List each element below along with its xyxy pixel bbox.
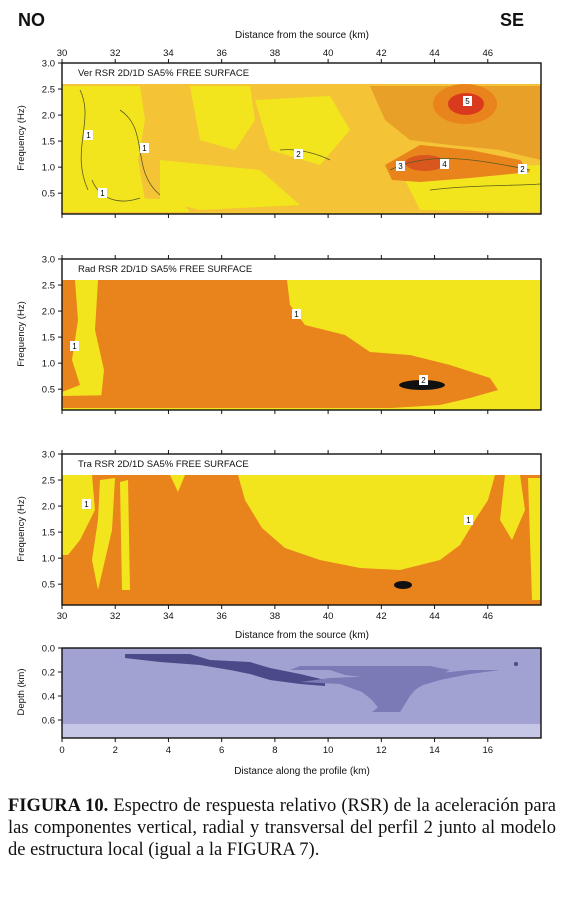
x-tick-label: 36 — [216, 48, 227, 59]
x-tick-label: 40 — [323, 48, 334, 59]
panel-vertical-ylabel: Frequency (Hz) — [16, 105, 27, 170]
contour-label: 3 — [396, 161, 405, 171]
caption-text: Espectro de respuesta relativo (RSR) de … — [8, 796, 556, 860]
x-tick-label: 38 — [270, 611, 281, 622]
x-tick-label: 36 — [216, 611, 227, 622]
svg-text:1: 1 — [100, 189, 105, 198]
y-tick-label: 1.5 — [42, 137, 55, 148]
y-tick-label: 0.5 — [42, 385, 55, 396]
x-tick-label: 34 — [163, 48, 174, 59]
svg-text:1: 1 — [466, 516, 471, 525]
x-tick-label: 4 — [166, 745, 171, 756]
svg-text:1: 1 — [72, 342, 77, 351]
x-tick-label: 32 — [110, 48, 121, 59]
y-tick-label: 3.0 — [42, 59, 55, 70]
contour-label: 1 — [98, 188, 107, 198]
x-tick-label: 44 — [429, 48, 440, 59]
svg-text:1: 1 — [86, 131, 91, 140]
x-tick-label: 16 — [482, 745, 493, 756]
svg-text:2: 2 — [421, 376, 426, 385]
y-tick-label: 0.5 — [42, 580, 55, 591]
contour-label: 1 — [140, 143, 149, 153]
panel-radial-contour-labels: 1 1 2 — [70, 309, 428, 385]
y-tick-label: 0.6 — [42, 716, 55, 727]
x-tick-label: 42 — [376, 611, 387, 622]
y-tick-label: 2.0 — [42, 111, 55, 122]
y-tick-label: 0.0 — [42, 644, 55, 655]
x-tick-label: 2 — [113, 745, 118, 756]
svg-text:1: 1 — [84, 500, 89, 509]
x-tick-label: 46 — [482, 611, 493, 622]
panel-transversal: Tra RSR 2D/1D SA5% FREE SURFACE Frequenc… — [16, 450, 542, 641]
x-tick-label: 30 — [57, 48, 68, 59]
panel-radial-title: Rad RSR 2D/1D SA5% FREE SURFACE — [78, 264, 252, 275]
figure-10: NO SE Distance from the source (km) — [16, 10, 542, 777]
x-tick-label: 44 — [429, 611, 440, 622]
y-tick-label: 2.0 — [42, 502, 55, 513]
y-tick-label: 1.5 — [42, 528, 55, 539]
svg-text:2: 2 — [296, 150, 301, 159]
y-tick-label: 2.0 — [42, 307, 55, 318]
x-tick-label: 42 — [376, 48, 387, 59]
svg-text:3: 3 — [398, 162, 403, 171]
contour-label: 1 — [84, 130, 93, 140]
top-axis-title: Distance from the source (km) — [235, 30, 369, 41]
y-tick-label: 1.0 — [42, 359, 55, 370]
y-tick-label: 2.5 — [42, 85, 55, 96]
contour-label: 1 — [70, 341, 79, 351]
panel-transversal-contour-labels: 1 1 — [82, 499, 473, 525]
panel-depth-model: Depth (km) Distance along the profile (k… — [16, 644, 542, 777]
contour-label: 5 — [463, 96, 472, 106]
y-tick-label: 3.0 — [42, 255, 55, 266]
contour-label: 1 — [464, 515, 473, 525]
x-tick-label: 34 — [163, 611, 174, 622]
svg-text:2: 2 — [520, 165, 525, 174]
y-tick-label: 0.5 — [42, 189, 55, 200]
x-tick-label: 12 — [376, 745, 387, 756]
contour-label: 2 — [294, 149, 303, 159]
y-tick-label: 0.4 — [42, 692, 55, 703]
panel-vertical: Ver RSR 2D/1D SA5% FREE SURFACE Frequenc… — [16, 48, 542, 218]
contour-label: 1 — [292, 309, 301, 319]
x-tick-label: 10 — [323, 745, 334, 756]
y-tick-label: 2.5 — [42, 281, 55, 292]
panel-vertical-contour-labels: 1 1 1 2 3 4 5 2 — [84, 96, 527, 198]
y-tick-label: 1.0 — [42, 554, 55, 565]
panel-radial: Rad RSR 2D/1D SA5% FREE SURFACE Frequenc… — [16, 255, 542, 414]
header-left-label: NO — [18, 10, 45, 30]
y-tick-label: 1.0 — [42, 163, 55, 174]
x-tick-label: 32 — [110, 611, 121, 622]
figure-caption: FIGURA 10. Espectro de respuesta relativ… — [8, 795, 556, 861]
depth-xlabel: Distance along the profile (km) — [234, 766, 370, 777]
panel-radial-ylabel: Frequency (Hz) — [16, 301, 27, 366]
svg-text:4: 4 — [442, 160, 447, 169]
x-tick-label: 14 — [429, 745, 440, 756]
panel-transversal-title: Tra RSR 2D/1D SA5% FREE SURFACE — [78, 459, 249, 470]
y-tick-label: 3.0 — [42, 450, 55, 461]
y-tick-label: 0.2 — [42, 668, 55, 679]
x-tick-label: 40 — [323, 611, 334, 622]
header-right-label: SE — [500, 10, 524, 30]
panel-transversal-ylabel: Frequency (Hz) — [16, 496, 27, 561]
contour-label: 4 — [440, 159, 449, 169]
y-tick-label: 2.5 — [42, 476, 55, 487]
contour-label: 2 — [419, 375, 428, 385]
x-tick-label: 30 — [57, 611, 68, 622]
depth-ylabel: Depth (km) — [16, 669, 27, 716]
x-tick-label: 38 — [270, 48, 281, 59]
svg-text:1: 1 — [294, 310, 299, 319]
caption-label: FIGURA 10. — [8, 796, 109, 816]
x-tick-label: 0 — [59, 745, 64, 756]
contour-label: 2 — [518, 164, 527, 174]
svg-text:5: 5 — [465, 97, 470, 106]
x-tick-label: 46 — [482, 48, 493, 59]
bottom-axis-title: Distance from the source (km) — [235, 630, 369, 641]
x-tick-label: 8 — [272, 745, 277, 756]
panel-vertical-title: Ver RSR 2D/1D SA5% FREE SURFACE — [78, 68, 249, 79]
y-tick-label: 1.5 — [42, 333, 55, 344]
contour-label: 1 — [82, 499, 91, 509]
svg-text:1: 1 — [142, 144, 147, 153]
x-tick-label: 6 — [219, 745, 224, 756]
